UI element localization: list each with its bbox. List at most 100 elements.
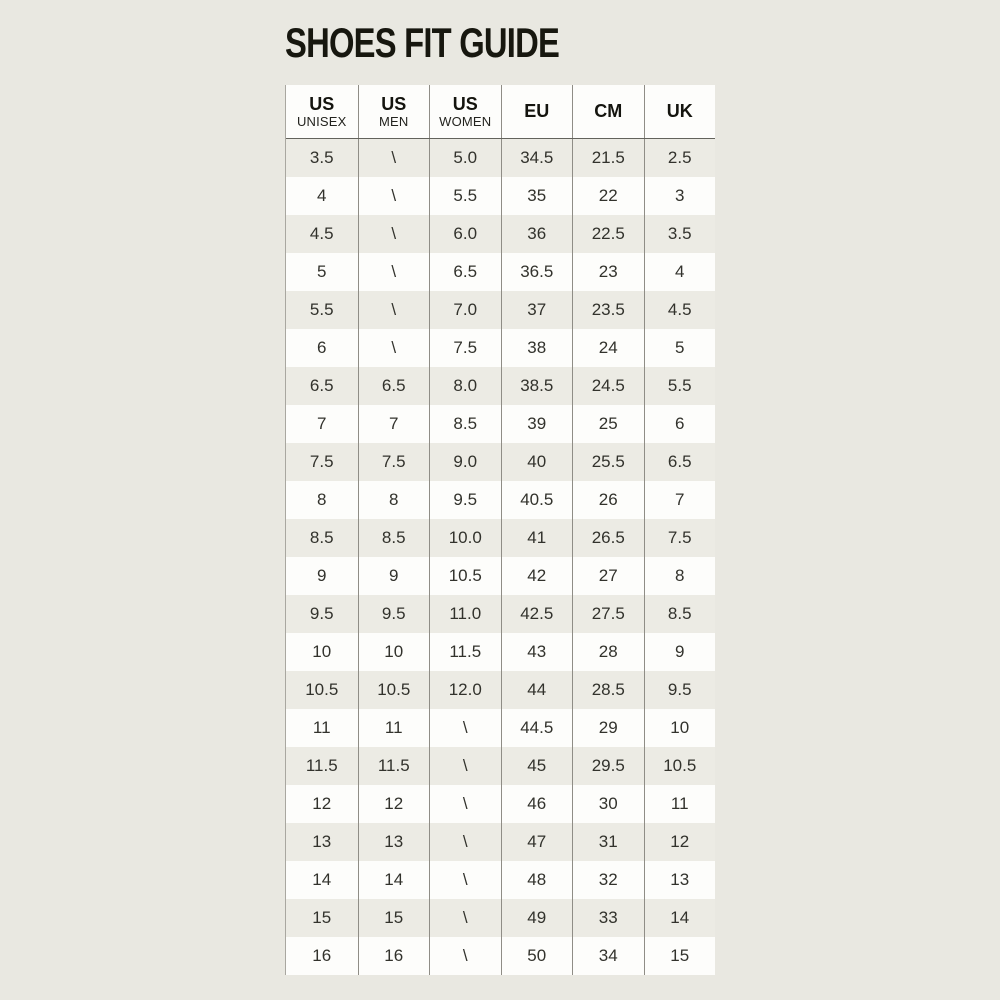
table-cell: 9.5: [357, 595, 430, 633]
table-cell: 7.5: [429, 329, 501, 367]
table-cell: 11: [357, 709, 430, 747]
table-row: 9 9 10.5 42 27 8: [286, 557, 715, 595]
table-cell: 11.5: [305, 756, 338, 775]
table-cell: 11.5: [357, 747, 430, 785]
table-cell: 7: [357, 405, 430, 443]
table-cell: \: [357, 139, 430, 177]
table-cell: 10.5: [357, 671, 430, 709]
table-row: 11.5 11.5 \ 45 29.5 10.5: [286, 747, 715, 785]
table-cell: 8.5: [357, 519, 430, 557]
table-cell: 5.0: [429, 139, 501, 177]
column-header-uk: UK: [643, 85, 716, 138]
table-cell: 27.5: [572, 595, 644, 633]
table-cell: 2.5: [643, 139, 716, 177]
table-cell: 6: [317, 338, 327, 357]
table-cell: 11.5: [429, 633, 501, 671]
table-cell: \: [357, 177, 430, 215]
table-row: 9.5 9.5 11.0 42.5 27.5 8.5: [286, 595, 715, 633]
column-header-main-label: US: [381, 93, 407, 114]
table-cell: \: [357, 329, 430, 367]
table-cell: 46: [500, 785, 573, 823]
table-cell: 26.5: [572, 519, 644, 557]
column-header-sub-label: WOMEN: [439, 113, 492, 129]
table-cell: 11: [643, 785, 716, 823]
table-cell: 30: [572, 785, 644, 823]
column-header-us-unisex: US UNISEX: [286, 85, 358, 138]
table-cell: 49: [500, 899, 573, 937]
table-cell: 25: [572, 405, 644, 443]
table-cell: 22: [572, 177, 644, 215]
table-cell: 9.5: [643, 671, 716, 709]
table-cell: 9: [317, 566, 327, 585]
table-row: 5 \ 6.5 36.5 23 4: [286, 253, 715, 291]
table-cell: \: [357, 291, 430, 329]
table-cell: 11.0: [429, 595, 501, 633]
table-cell: 10.5: [429, 557, 501, 595]
column-header-us-men: US MEN: [357, 85, 430, 138]
table-cell: 8: [357, 481, 430, 519]
table-cell: 8.5: [429, 405, 501, 443]
table-cell: 6.5: [357, 367, 430, 405]
table-cell: 16: [312, 946, 332, 965]
table-cell: 14: [312, 870, 332, 889]
table-cell: 23: [572, 253, 644, 291]
table-cell: 13: [312, 832, 332, 851]
table-cell: 4: [317, 186, 327, 205]
column-header-main-label: US: [309, 93, 335, 114]
table-cell: 10: [643, 709, 716, 747]
table-cell: 11: [312, 718, 331, 737]
table-cell: 40.5: [500, 481, 573, 519]
table-cell: 7: [643, 481, 716, 519]
table-cell: 3: [643, 177, 716, 215]
table-row: 4 \ 5.5 35 22 3: [286, 177, 715, 215]
table-cell: 38.5: [500, 367, 573, 405]
table-cell: \: [429, 899, 501, 937]
table-cell: 6.5: [429, 253, 501, 291]
table-cell: 25.5: [572, 443, 644, 481]
table-cell: 9: [643, 633, 716, 671]
table-header-row: US UNISEX US MEN US WOMEN EU CM UK: [286, 85, 715, 139]
table-cell: 10.5: [643, 747, 716, 785]
table-cell: 4: [643, 253, 716, 291]
table-cell: 26: [572, 481, 644, 519]
size-conversion-table: US UNISEX US MEN US WOMEN EU CM UK 3.5 \ 5…: [285, 85, 715, 975]
table-cell: 12: [643, 823, 716, 861]
column-header-main-label: CM: [594, 101, 623, 121]
table-cell: 41: [500, 519, 573, 557]
table-cell: 7.5: [643, 519, 716, 557]
table-cell: 33: [572, 899, 644, 937]
column-header-main-label: US: [452, 93, 478, 114]
table-cell: 7: [317, 414, 327, 433]
table-cell: 7.5: [309, 452, 334, 471]
table-cell: \: [429, 747, 501, 785]
table-cell: \: [429, 709, 501, 747]
column-header-cm: CM: [572, 85, 644, 138]
table-cell: 39: [500, 405, 573, 443]
table-cell: 5.5: [429, 177, 501, 215]
table-cell: 40: [500, 443, 573, 481]
table-cell: 29.5: [572, 747, 644, 785]
table-cell: 14: [643, 899, 716, 937]
page-title: SHOES FIT GUIDE: [285, 19, 560, 66]
table-row: 12 12 \ 46 30 11: [286, 785, 715, 823]
table-cell: 5: [643, 329, 716, 367]
table-row: 16 16 \ 50 34 15: [286, 937, 715, 975]
table-cell: \: [357, 253, 430, 291]
table-cell: 3.5: [643, 215, 716, 253]
table-cell: 15: [643, 937, 716, 975]
table-row: 3.5 \ 5.0 34.5 21.5 2.5: [286, 139, 715, 177]
table-cell: 6.5: [309, 376, 334, 395]
table-cell: 38: [500, 329, 573, 367]
table-cell: 28.5: [572, 671, 644, 709]
table-cell: 10: [312, 642, 332, 661]
table-cell: 43: [500, 633, 573, 671]
column-header-main-label: EU: [524, 101, 550, 121]
table-cell: 21.5: [572, 139, 644, 177]
table-cell: 36.5: [500, 253, 573, 291]
table-cell: 37: [500, 291, 573, 329]
table-cell: 45: [500, 747, 573, 785]
table-cell: 22.5: [572, 215, 644, 253]
table-row: 13 13 \ 47 31 12: [286, 823, 715, 861]
table-cell: 8: [643, 557, 716, 595]
table-cell: \: [357, 215, 430, 253]
